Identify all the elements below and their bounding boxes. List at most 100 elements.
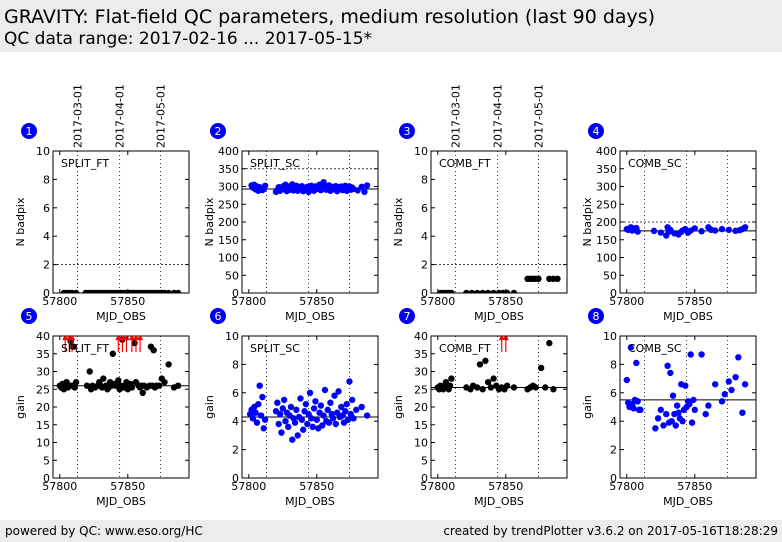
y-axis-label: gain	[14, 395, 27, 419]
panel-number: 1	[26, 125, 33, 138]
data-point	[261, 182, 269, 189]
y-tick-label: 35	[36, 348, 50, 361]
data-point	[669, 392, 677, 399]
x-tick-label: 57850	[488, 480, 523, 493]
y-tick-label: 100	[218, 252, 239, 265]
y-tick-label: 0	[43, 472, 50, 485]
data-point	[682, 382, 689, 389]
chart-panel-2: 0 50 100 150 200 250 300 350 400 57800 57850 MJD_OB…	[203, 123, 379, 323]
panel-number-badge	[21, 123, 37, 139]
data-point	[294, 432, 301, 439]
plot-area	[620, 151, 756, 293]
data-point	[304, 420, 311, 428]
x-tick-label: 57800	[420, 295, 455, 308]
y-tick-label: 8	[610, 358, 617, 371]
data-point	[660, 422, 667, 429]
panel-label: COMB_FT	[439, 157, 491, 170]
data-point	[128, 384, 136, 391]
data-point	[510, 289, 518, 293]
data-point	[361, 188, 368, 196]
data-point	[657, 229, 664, 236]
panel-number: 3	[404, 125, 411, 138]
data-point	[256, 382, 263, 389]
panel-number: 8	[593, 310, 600, 323]
panel-number: 6	[215, 310, 222, 323]
y-tick-label: 8	[421, 173, 428, 186]
data-point	[275, 420, 282, 428]
plot-frame	[430, 150, 568, 294]
date-label: 2017-05-01	[154, 84, 167, 148]
y-tick-label: 10	[36, 437, 50, 450]
out-of-range-marker	[498, 336, 505, 353]
data-point	[72, 378, 80, 386]
data-point	[300, 426, 307, 433]
data-point	[672, 422, 679, 429]
y-tick-label: 2	[421, 259, 428, 272]
data-point	[627, 344, 635, 351]
x-tick-label: 57850	[110, 480, 145, 493]
page-subtitle: QC data range: 2017-02-16 ... 2017-05-15…	[4, 29, 373, 49]
data-point	[255, 400, 262, 408]
y-tick-label: 8	[43, 173, 50, 186]
panel-number: 2	[215, 125, 222, 138]
y-tick-label: 8	[232, 358, 239, 371]
data-point	[338, 403, 345, 411]
y-axis-label: N badpix	[203, 197, 216, 246]
y-tick-label: 2	[43, 259, 50, 272]
data-point	[691, 225, 698, 232]
out-of-range-marker	[119, 336, 126, 353]
data-point	[503, 382, 511, 389]
x-axis-label: MJD_OBS	[285, 310, 335, 323]
x-axis-label: MJD_OBS	[663, 310, 713, 323]
data-point	[532, 384, 539, 391]
y-tick-label: 350	[596, 163, 617, 176]
x-axis-label: MJD_OBS	[663, 495, 713, 508]
x-tick-label: 57800	[609, 480, 644, 493]
data-point	[350, 415, 357, 422]
panel-number: 5	[26, 310, 33, 323]
data-point	[259, 393, 266, 401]
out-of-range-marker	[115, 336, 122, 353]
panel-number-badge	[588, 308, 604, 324]
data-point	[705, 402, 712, 409]
y-tick-label: 35	[414, 348, 428, 361]
panel-number-badge	[210, 123, 226, 139]
data-point	[546, 339, 553, 347]
plot-frame	[241, 150, 379, 294]
data-point	[174, 289, 182, 293]
chart-panel-1: 0 2 4 6 8 10 57800 57850 MJD_OBS N badpix SPLIT_FT…	[14, 84, 190, 323]
y-tick-label: 400	[596, 145, 617, 158]
data-point	[484, 378, 492, 386]
data-point	[306, 389, 314, 396]
data-point	[298, 416, 306, 423]
data-point	[679, 418, 686, 425]
data-point	[72, 289, 80, 293]
data-point	[343, 400, 350, 408]
data-point	[712, 227, 719, 234]
data-point	[174, 382, 182, 389]
panel-label: SPLIT_FT	[61, 157, 109, 170]
data-point	[664, 362, 671, 370]
y-tick-label: 200	[218, 216, 239, 229]
data-point	[342, 408, 349, 415]
y-tick-label: 6	[232, 387, 239, 400]
y-tick-label: 250	[218, 198, 239, 211]
x-tick-label: 57850	[677, 295, 712, 308]
plot-area	[53, 336, 189, 478]
data-point	[487, 384, 495, 391]
x-axis-label: MJD_OBS	[474, 310, 524, 323]
data-point	[155, 382, 163, 389]
data-point	[735, 354, 742, 361]
x-tick-label: 57800	[42, 480, 77, 493]
data-point	[115, 377, 122, 384]
data-point	[741, 381, 749, 388]
x-axis-label: MJD_OBS	[474, 495, 524, 508]
data-point	[363, 412, 371, 419]
y-tick-label: 400	[218, 145, 239, 158]
data-point	[448, 289, 455, 293]
date-label: 2017-03-01	[449, 84, 462, 148]
data-point	[312, 398, 319, 405]
